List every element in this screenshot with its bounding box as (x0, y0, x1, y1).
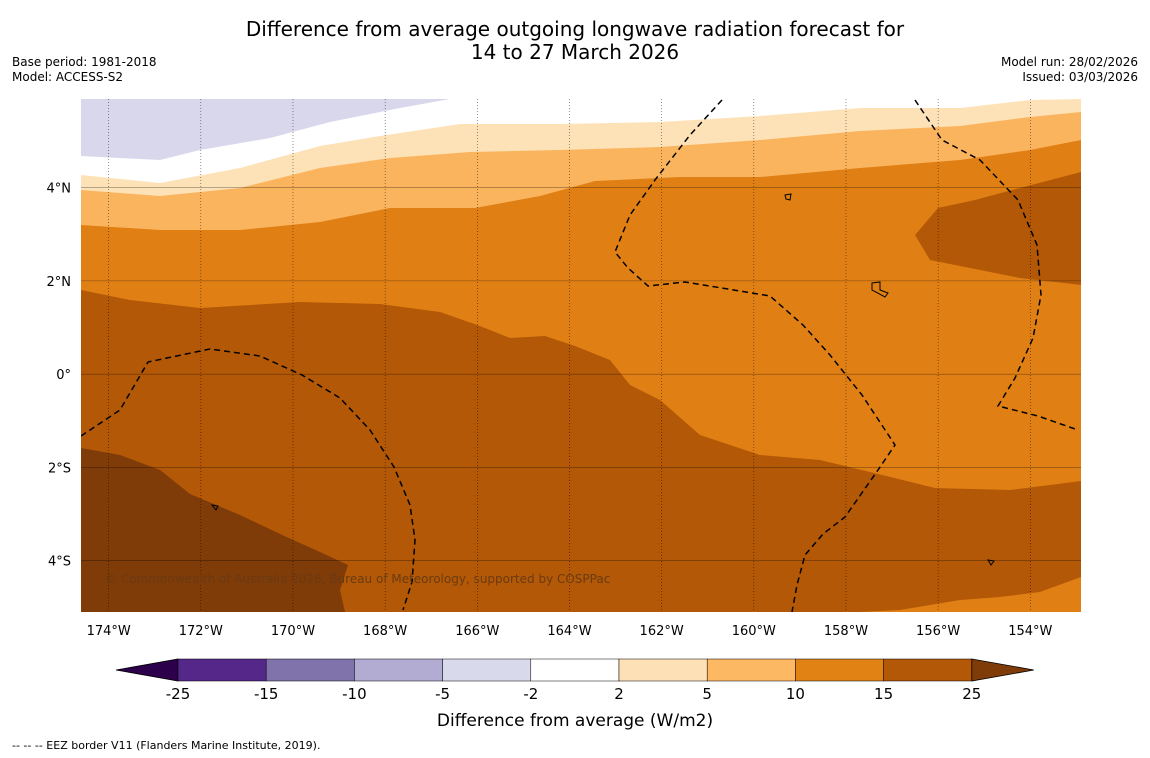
island-3 (210, 504, 219, 511)
band-m5-m2 (81, 99, 450, 160)
map-plot-area (81, 99, 1081, 612)
lon-tick-label: 174°W (87, 624, 131, 639)
islands (210, 193, 995, 566)
colorbar-tick-label: 10 (786, 685, 805, 703)
colorbar-tick-label: -15 (254, 685, 279, 703)
colorbar-segment (883, 658, 973, 682)
lon-tick-label: 158°W (824, 624, 868, 639)
lat-tick-label: 2°N (47, 275, 72, 290)
lon-tick-label: 166°W (455, 624, 499, 639)
lon-tick-label: 170°W (271, 624, 315, 639)
eez-border-far-east (914, 99, 1079, 431)
eez-border-east (614, 99, 896, 612)
lon-tick-label: 168°W (363, 624, 407, 639)
axis-ticks: 174°W 172°W 170°W 168°W 166°W 164°W 162°W 160°W… (47, 182, 1053, 639)
lon-tick-label: 162°W (640, 624, 684, 639)
eez-border-west (81, 348, 416, 611)
lat-tick-label: 2°S (48, 461, 71, 476)
colorbar-segment (177, 658, 267, 682)
model-name: Model: ACCESS-S2 (12, 70, 124, 84)
base-period: Base period: 1981-2018 (12, 55, 157, 69)
colorbar-segment (795, 658, 884, 682)
lon-tick-label: 156°W (916, 624, 960, 639)
band-gt25 (81, 448, 348, 612)
title-line-1: Difference from average outgoing longwav… (245, 17, 905, 41)
colorbar-tick-label: 15 (874, 685, 893, 703)
eez-borders (81, 99, 1079, 612)
lat-tick-label: 4°N (47, 182, 72, 197)
lat-tick-label: 0° (56, 368, 71, 383)
island-2 (871, 281, 889, 298)
colorbar-segment (354, 658, 443, 682)
colorbar-tick-label: 5 (702, 685, 712, 703)
meta-right: Model run: 28/02/2026 Issued: 03/03/2026 (1001, 55, 1138, 85)
meta-left: Base period: 1981-2018 Model: ACCESS-S2 (12, 55, 157, 85)
island-1 (784, 193, 792, 201)
map-title: Difference from average outgoing longwav… (0, 18, 1150, 64)
colorbar-segment (706, 658, 796, 682)
colorbar-arrow-high (971, 658, 1034, 682)
colorbar-tick-label: -2 (523, 685, 538, 703)
lon-tick-label: 160°W (732, 624, 776, 639)
colorbar-tick-label: 2 (614, 685, 624, 703)
title-line-2: 14 to 27 March 2026 (470, 40, 680, 64)
colorbar-tick-label: -5 (435, 685, 450, 703)
colorbar-tick-label: -10 (342, 685, 367, 703)
colorbar-segment (618, 658, 708, 682)
copyright-notice: © Commonwealth of Australia 2026, Bureau… (105, 572, 611, 586)
colorbar-arrow-low (115, 658, 179, 682)
lon-tick-label: 164°W (547, 624, 591, 639)
colorbar-tick-label: -25 (166, 685, 191, 703)
band-p15-25 (81, 172, 1081, 612)
colorbar-segment (442, 658, 532, 682)
colorbar-segment (265, 658, 355, 682)
colorbar-label: Difference from average (W/m2) (437, 711, 713, 731)
colorbar-segment (530, 658, 620, 682)
grid-lines (81, 99, 1081, 612)
lat-tick-label: 4°S (48, 555, 71, 570)
colorbar-tick-label: 25 (962, 685, 981, 703)
model-run: Model run: 28/02/2026 (1000, 55, 1138, 69)
eez-legend-note: -- -- -- EEZ border V11 (Flanders Marine… (12, 739, 321, 752)
lon-tick-label: 154°W (1008, 624, 1052, 639)
lon-tick-label: 172°W (179, 624, 223, 639)
island-4 (987, 559, 995, 566)
issued-date: Issued: 03/03/2026 (1022, 70, 1138, 84)
